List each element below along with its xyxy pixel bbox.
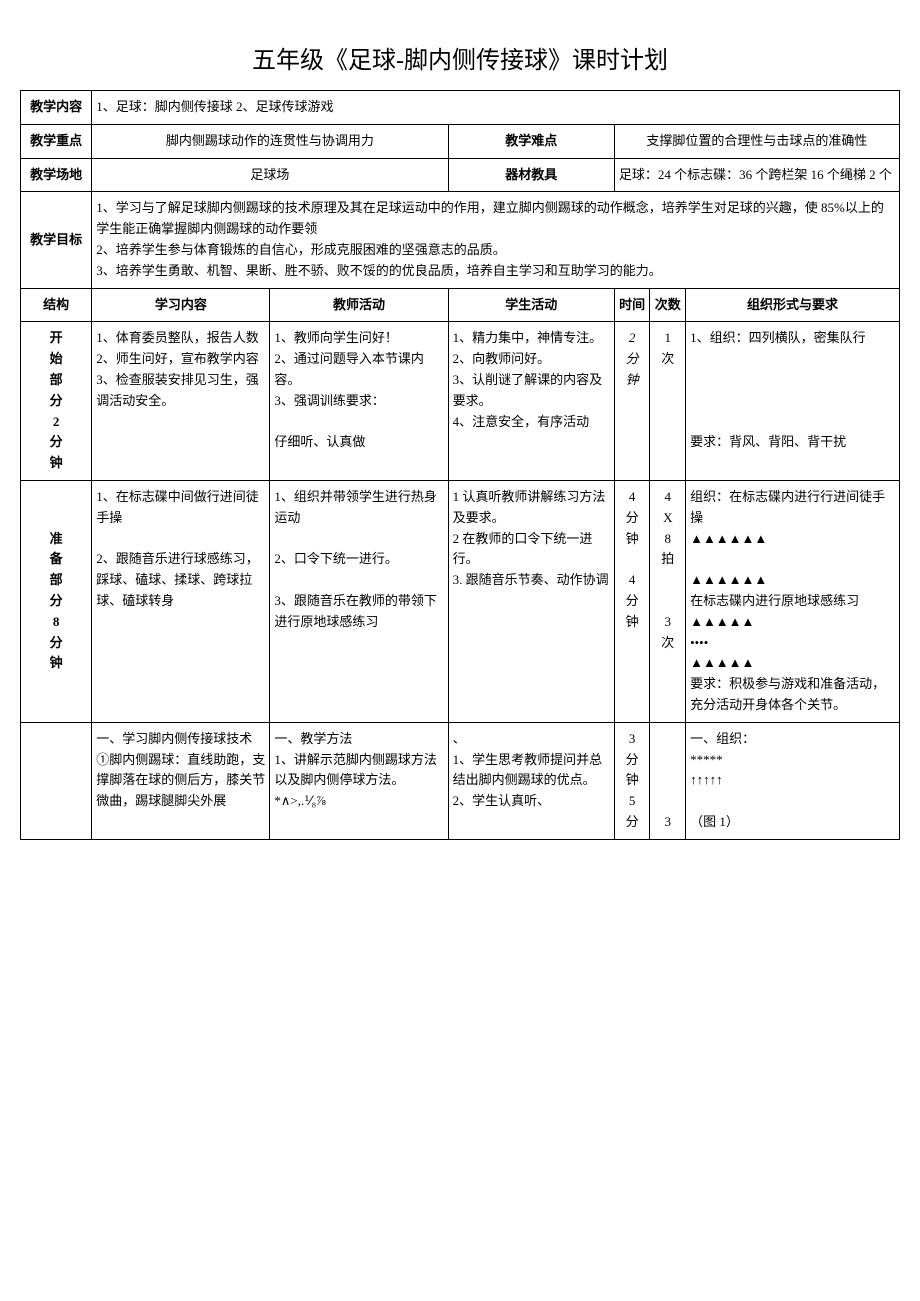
- col-time: 时间: [614, 288, 650, 322]
- teacher-cell: 1、组织并带领学生进行热身运动 2、口令下统一进行。 3、跟随音乐在教师的带领下…: [270, 480, 448, 722]
- study-cell: 1、体育委员整队，报告人数 2、师生问好，宣布教学内容 3、检查服装安排见习生，…: [92, 322, 270, 481]
- study-cell: 1、在标志碟中间做行进间徒手操 2、跟随音乐进行球感练习，踩球、磕球、揉球、跨球…: [92, 480, 270, 722]
- venue-label: 教学场地: [21, 158, 92, 192]
- difficulty-label: 教学难点: [448, 124, 614, 158]
- org-cell: 组织：在标志碟内进行行进间徒手操 ▲▲▲▲▲▲ ▲▲▲▲▲▲ 在标志碟内进行原地…: [686, 480, 900, 722]
- time-cell: 2 分 钟: [614, 322, 650, 481]
- count-cell: 1 次: [650, 322, 686, 481]
- focus-label: 教学重点: [21, 124, 92, 158]
- content-value: 1、足球：脚内侧传接球 2、足球传球游戏: [92, 91, 900, 125]
- lesson-plan-table: 教学内容 1、足球：脚内侧传接球 2、足球传球游戏 教学重点 脚内侧踢球动作的连…: [20, 90, 900, 840]
- student-cell: 、 1、学生思考教师提问并总结出脚内侧踢球的优点。 2、学生认真听、: [448, 722, 614, 839]
- col-count: 次数: [650, 288, 686, 322]
- col-student: 学生活动: [448, 288, 614, 322]
- count-cell: 3: [650, 722, 686, 839]
- struct-cell: 准 备 部 分 8 分 钟: [21, 480, 92, 722]
- table-row: 一、学习脚内侧传接球技术 ①脚内侧踢球：直线助跑，支撑脚落在球的侧后方，膝关节微…: [21, 722, 900, 839]
- col-teacher: 教师活动: [270, 288, 448, 322]
- col-study: 学习内容: [92, 288, 270, 322]
- count-cell: 4 X 8 拍 3 次: [650, 480, 686, 722]
- goal-value: 1、学习与了解足球脚内侧踢球的技术原理及其在足球运动中的作用，建立脚内侧踢球的动…: [92, 192, 900, 288]
- difficulty-value: 支撑脚位置的合理性与击球点的准确性: [614, 124, 899, 158]
- table-row: 准 备 部 分 8 分 钟 1、在标志碟中间做行进间徒手操 2、跟随音乐进行球感…: [21, 480, 900, 722]
- equip-label: 器材教具: [448, 158, 614, 192]
- focus-value: 脚内侧踢球动作的连贯性与协调用力: [92, 124, 448, 158]
- student-cell: 1 认真听教师讲解练习方法及要求。 2 在教师的口令下统一进行。 3. 跟随音乐…: [448, 480, 614, 722]
- venue-value: 足球场: [92, 158, 448, 192]
- student-cell: 1、精力集中，神情专注。 2、向教师问好。 3、认削谜了解课的内容及要求。 4、…: [448, 322, 614, 481]
- teacher-cell: 一、教学方法 1、讲解示范脚内侧踢球方法以及脚内侧停球方法。 *∧>,.⅟₈⅞: [270, 722, 448, 839]
- equip-value: 足球：24 个标志碟：36 个跨栏架 16 个绳梯 2 个: [614, 158, 899, 192]
- goal-label: 教学目标: [21, 192, 92, 288]
- org-cell: 一、组织： ***** ↑↑↑↑↑ （图 1）: [686, 722, 900, 839]
- page-title: 五年级《足球-脚内侧传接球》课时计划: [20, 40, 900, 75]
- struct-cell: 开 始 部 分 2 分 钟: [21, 322, 92, 481]
- time-cell: 4 分 钟 4 分 钟: [614, 480, 650, 722]
- content-label: 教学内容: [21, 91, 92, 125]
- org-cell: 1、组织：四列横队，密集队行 要求：背风、背阳、背干扰: [686, 322, 900, 481]
- col-org: 组织形式与要求: [686, 288, 900, 322]
- col-struct: 结构: [21, 288, 92, 322]
- study-cell: 一、学习脚内侧传接球技术 ①脚内侧踢球：直线助跑，支撑脚落在球的侧后方，膝关节微…: [92, 722, 270, 839]
- struct-cell: [21, 722, 92, 839]
- time-cell: 3 分 钟 5 分: [614, 722, 650, 839]
- table-row: 开 始 部 分 2 分 钟 1、体育委员整队，报告人数 2、师生问好，宣布教学内…: [21, 322, 900, 481]
- teacher-cell: 1、教师向学生问好！ 2、通过问题导入本节课内容。 3、强调训练要求： 仔细听、…: [270, 322, 448, 481]
